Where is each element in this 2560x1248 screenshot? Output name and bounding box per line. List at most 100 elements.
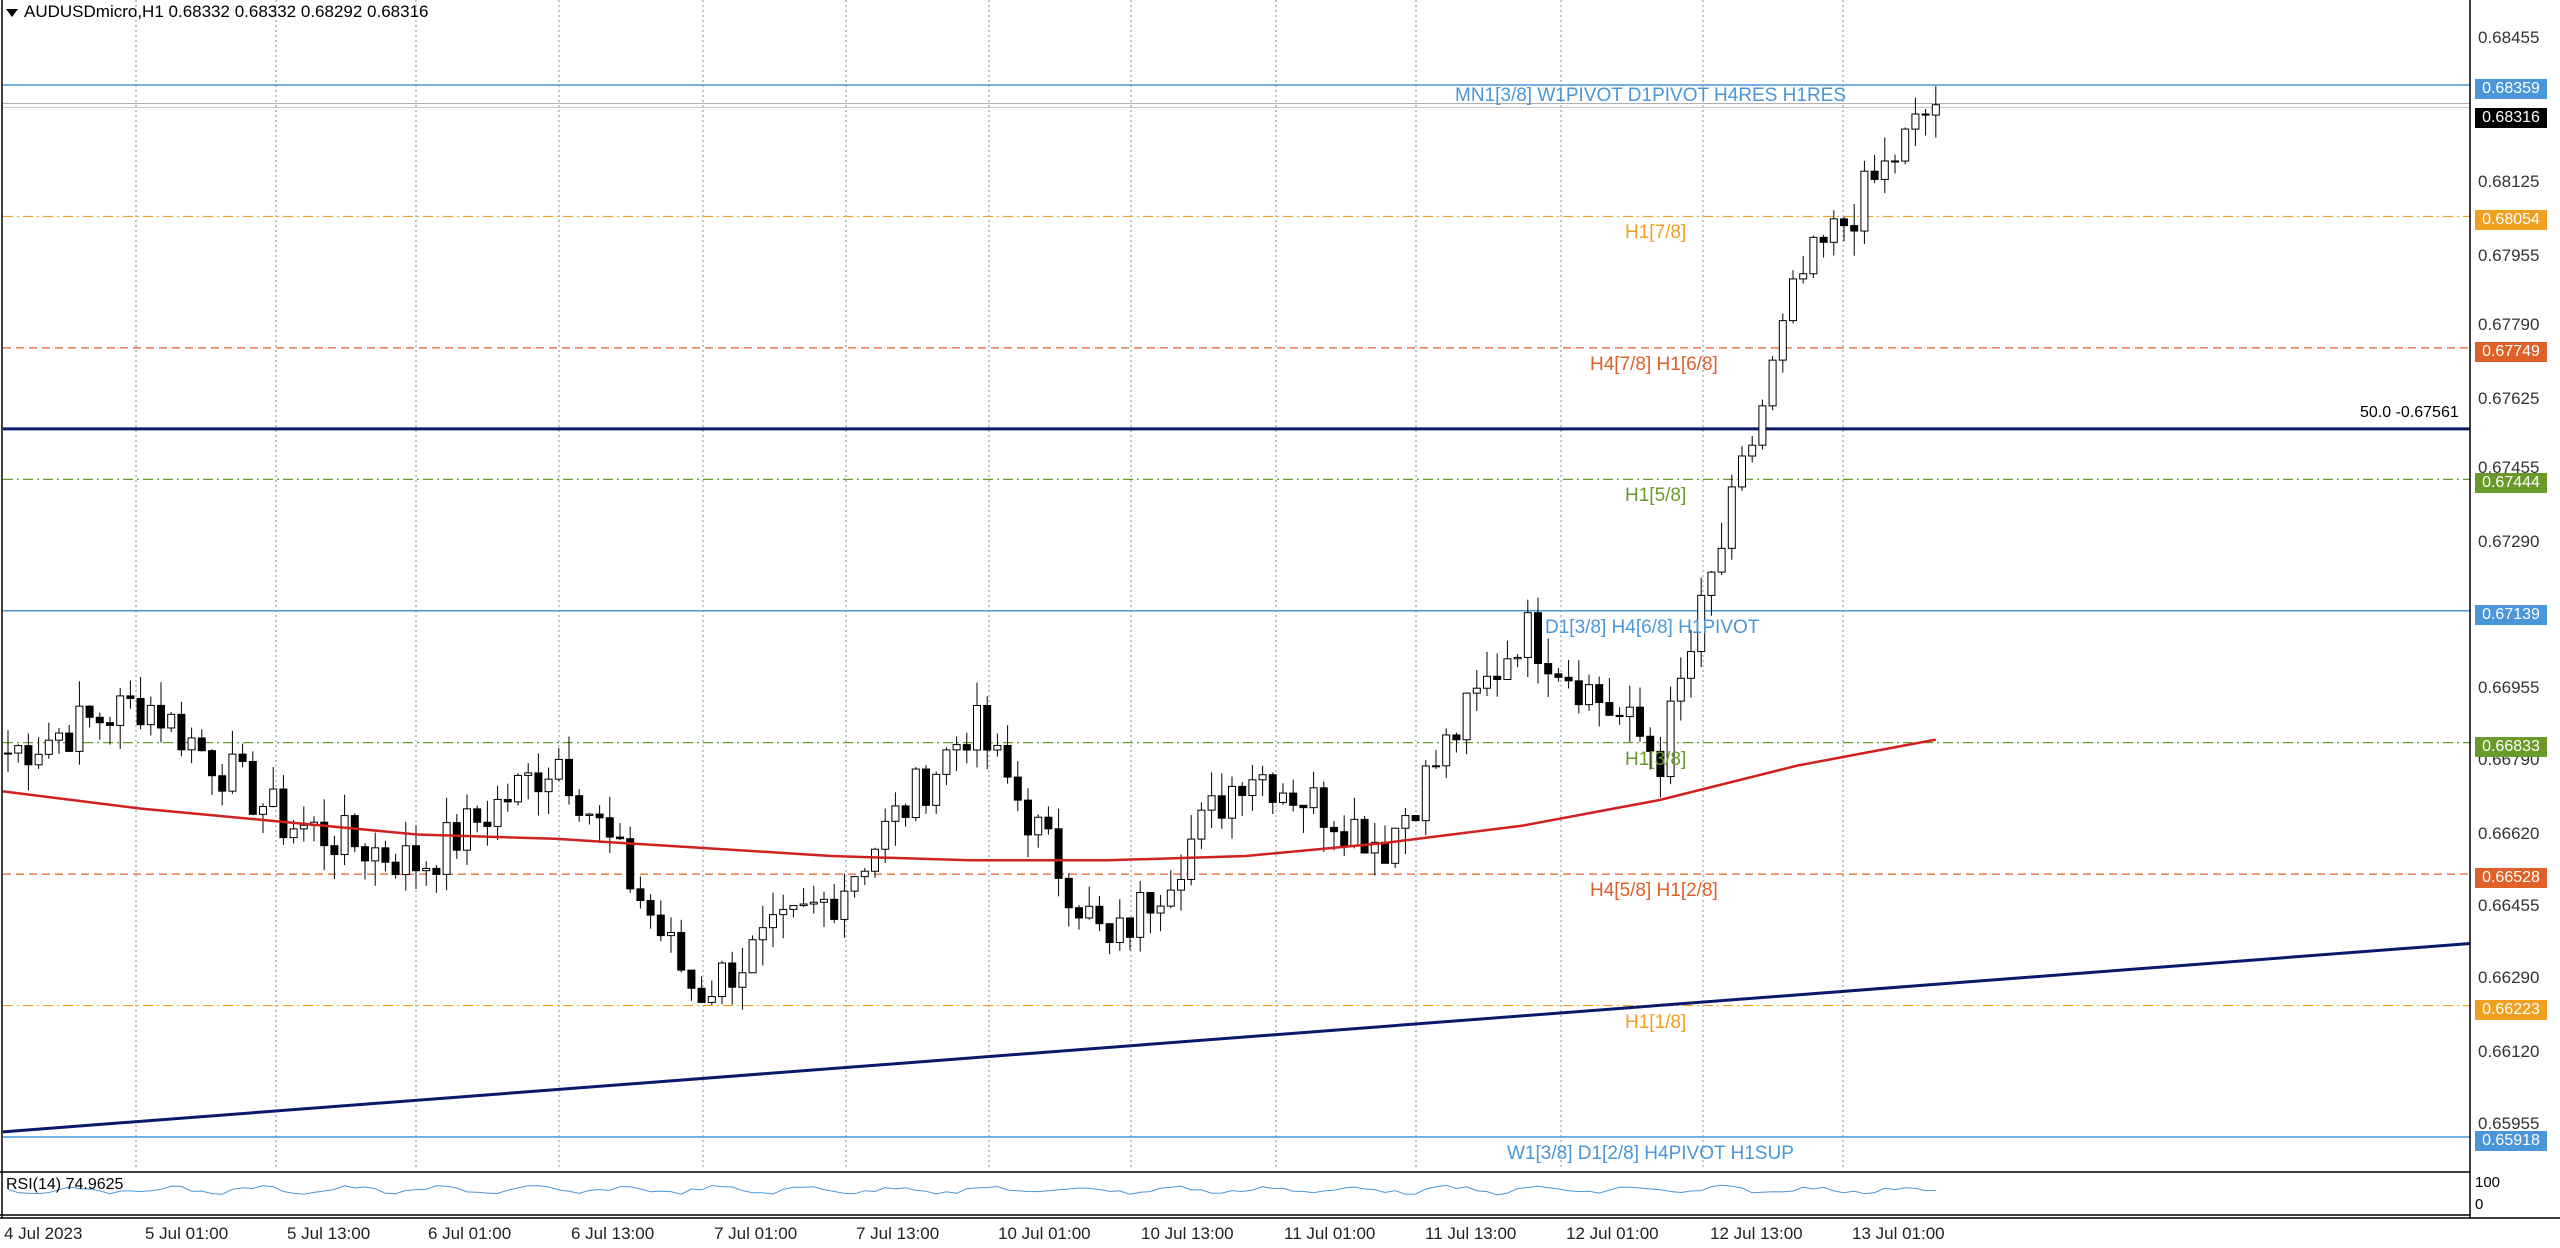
candle-body [146, 704, 155, 726]
candle-body [942, 749, 951, 775]
candle-body [1758, 405, 1767, 446]
candle-body [1013, 776, 1022, 801]
candle-body [1931, 104, 1940, 116]
candle-body [1646, 735, 1655, 752]
level-label: H1[5/8] [1625, 485, 1687, 507]
candle-body [106, 722, 114, 726]
candle-body [1615, 714, 1624, 718]
candle-body [534, 772, 543, 793]
candle-body [1472, 687, 1481, 694]
candle-body [44, 739, 53, 755]
time-axis-label: 7 Jul 13:00 [856, 1224, 940, 1243]
dropdown-triangle-icon[interactable] [6, 8, 18, 17]
candle-body [1258, 774, 1267, 781]
candle-body [1738, 455, 1746, 488]
candle-body [381, 847, 390, 863]
candle-body [1075, 907, 1083, 919]
level-price-tag: 0.68054 [2475, 210, 2547, 231]
candle-body [860, 870, 869, 878]
candle-body [330, 845, 339, 856]
candle-body [809, 901, 818, 905]
candle-body [575, 795, 584, 816]
candle-body [442, 822, 451, 875]
price-axis-label: 0.66455 [2478, 896, 2540, 915]
candle-body [1207, 795, 1216, 811]
candle-body [1921, 113, 1930, 116]
candle-body [493, 798, 502, 827]
candle-body [1279, 792, 1287, 803]
candle-body [1666, 700, 1675, 778]
candle-body [1717, 547, 1726, 573]
candle-body [1901, 128, 1910, 162]
current-price-tag: 0.68316 [2475, 107, 2547, 128]
candle-body [850, 876, 859, 892]
candle-body [401, 845, 410, 876]
candle-body [1350, 818, 1359, 847]
candle-body [473, 808, 482, 823]
candle-body [1095, 905, 1104, 925]
candle-body [1024, 799, 1032, 836]
candle-body [565, 758, 573, 797]
candle-body [1299, 804, 1308, 809]
candle-body [391, 861, 400, 876]
candle-body [1401, 815, 1410, 829]
candle-body [1605, 702, 1614, 716]
candle-body [340, 815, 349, 856]
symbol-header[interactable]: AUDUSDmicro,H1 0.68332 0.68332 0.68292 0… [6, 2, 429, 22]
candle-body [779, 908, 788, 916]
candle-body [585, 813, 594, 816]
candle-body [1840, 218, 1848, 227]
candle-body [157, 704, 165, 729]
candle-body [840, 890, 849, 920]
candle-body [1676, 677, 1685, 702]
candle-body [524, 772, 533, 776]
candle-body [1564, 676, 1573, 682]
time-axis-label: 7 Jul 01:00 [714, 1224, 798, 1243]
candle-body [136, 697, 145, 726]
price-axis-label: 0.65955 [2478, 1114, 2540, 1133]
candle-body [1217, 795, 1226, 819]
candle-body [891, 805, 900, 822]
candle-body [1707, 571, 1716, 596]
candle-body [1309, 787, 1318, 809]
candle-body [85, 705, 94, 718]
rsi-subwindow [0, 1171, 2470, 1216]
time-axis-label: 6 Jul 13:00 [571, 1224, 655, 1243]
candle-body [1411, 815, 1420, 822]
candle-body [1421, 765, 1430, 822]
time-axis-label: 4 Jul 2023 [4, 1224, 83, 1243]
candle-body [320, 821, 329, 847]
candle-body [1054, 828, 1063, 879]
candle-body [1656, 750, 1665, 778]
level-price-tag: 0.66528 [2475, 868, 2547, 889]
candle-body [422, 867, 431, 872]
candle-body [1880, 160, 1889, 180]
candle-body [432, 867, 441, 875]
candle-body [769, 914, 777, 929]
candle-body [1595, 684, 1604, 704]
time-axis-label: 11 Jul 13:00 [1425, 1224, 1517, 1243]
candle-body [1319, 787, 1328, 828]
rsi-line [7, 1184, 1936, 1196]
candle-body [544, 778, 553, 793]
candle-body [1442, 734, 1451, 767]
time-axis-label: 6 Jul 01:00 [428, 1224, 512, 1243]
candle-body [289, 828, 298, 839]
candle-body [1452, 734, 1461, 741]
candle-body [973, 704, 981, 751]
ma-line [2, 738, 1937, 862]
candle-body [901, 805, 910, 818]
candle-body [75, 705, 84, 752]
candle-body [1105, 923, 1114, 944]
candle-body [503, 798, 512, 803]
candle-body [871, 848, 879, 872]
level-price-tag: 0.66223 [2475, 999, 2547, 1020]
candle-body [95, 716, 104, 724]
candle-body [1554, 673, 1563, 678]
candle-body [738, 972, 747, 988]
symbol-info: AUDUSDmicro,H1 0.68332 0.68332 0.68292 0… [24, 2, 429, 21]
candle-body [1228, 785, 1236, 819]
level-label: D1[3/8] H4[6/8] H1PIVOT [1545, 616, 1760, 638]
